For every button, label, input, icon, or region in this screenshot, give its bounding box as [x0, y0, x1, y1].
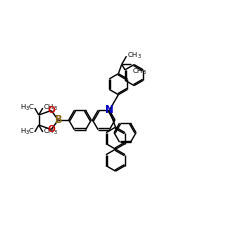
Text: CH$_3$: CH$_3$ [132, 66, 147, 76]
Text: O: O [47, 125, 55, 134]
Text: O: O [47, 106, 55, 115]
Text: H$_3$C: H$_3$C [20, 127, 35, 137]
Text: CH$_3$: CH$_3$ [43, 127, 58, 137]
Text: CH$_3$: CH$_3$ [128, 51, 142, 61]
Text: CH$_3$: CH$_3$ [43, 103, 58, 113]
Text: B: B [54, 115, 62, 125]
Text: H$_3$C: H$_3$C [20, 103, 35, 113]
Text: N: N [105, 105, 114, 115]
